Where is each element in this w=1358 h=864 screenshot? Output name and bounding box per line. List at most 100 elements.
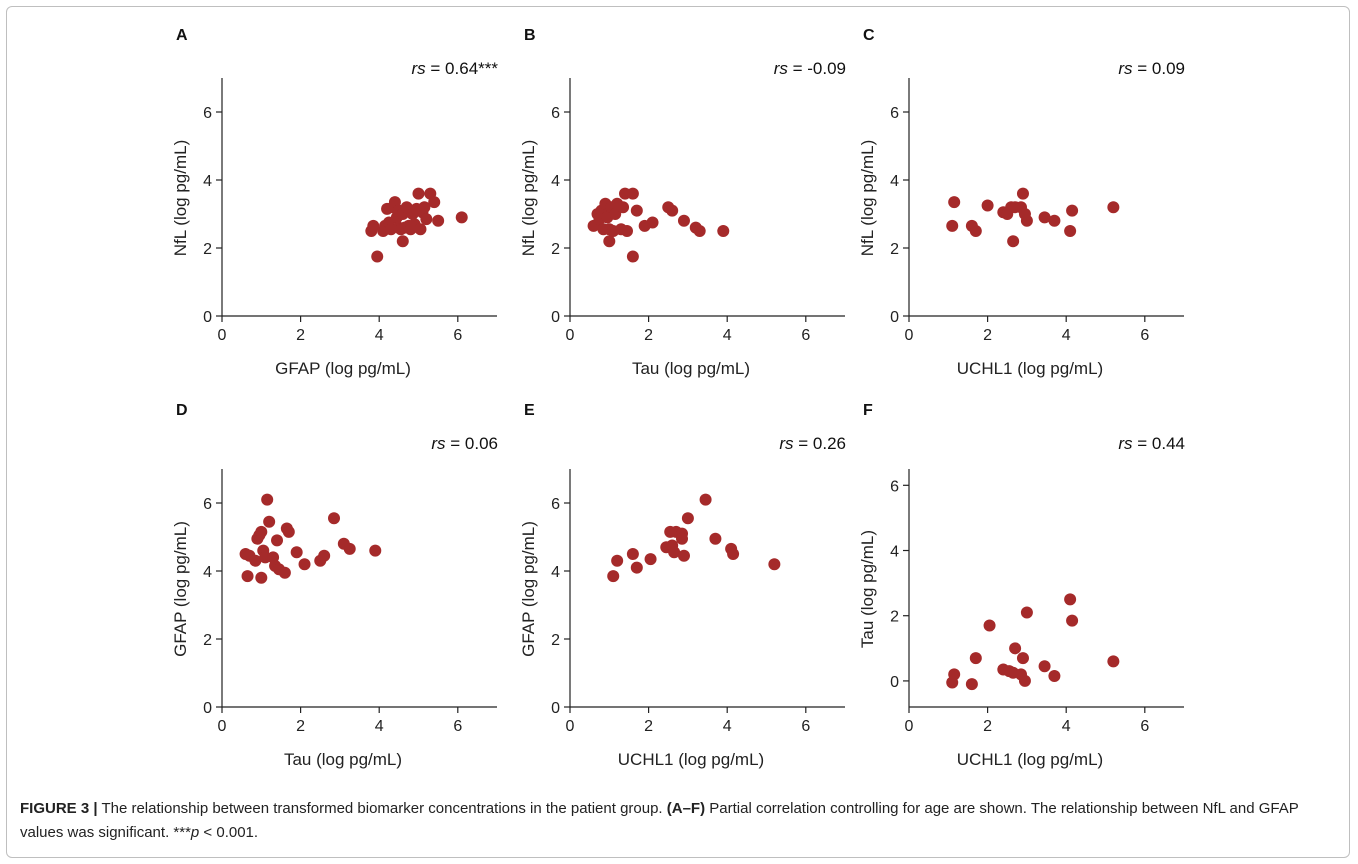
data-point [396,235,409,248]
data-point [249,554,262,567]
data-point [282,525,295,538]
caption-text-2: Partial correlation controlling for age … [20,800,1299,841]
data-point [255,525,268,538]
y-axis-label: NfL (log pg/mL) [858,140,877,257]
caption-text-3: < 0.001. [199,824,259,841]
stat-value: = 0.09 [1133,59,1185,78]
data-point [367,219,380,232]
panel-C: C 0 2 4 6 0 2 4 6 UCHL1 (log pg/mL) NfL (log pg/mL… [858,27,1185,378]
data-point [290,546,303,559]
stat-value: = 0.44 [1133,434,1185,453]
data-point [965,678,978,691]
stat-name: rs [1118,59,1133,78]
data-point [699,493,712,506]
x-tick-label: 0 [218,718,227,735]
correlation-annotation: rs = 0.26 [779,434,846,453]
data-point [1016,652,1029,665]
data-point [630,561,643,574]
data-point [603,235,616,248]
correlation-annotation: rs = -0.09 [774,59,846,78]
panel-letter: E [524,402,535,419]
data-point [1038,211,1051,224]
x-axis-label: UCHL1 (log pg/mL) [957,750,1103,769]
y-tick-label: 6 [203,496,212,513]
y-tick-label: 4 [890,544,899,561]
data-point [646,216,659,229]
y-tick-label: 4 [203,173,212,190]
correlation-annotation: rs = 0.09 [1118,59,1185,78]
panel-F: F 0 2 4 6 0 2 4 6 UCHL1 (log pg/mL) Tau (log pg/mL… [858,402,1185,769]
stat-name: rs [431,434,446,453]
data-point [371,250,384,263]
data-point [255,571,268,584]
y-tick-label: 6 [551,496,560,513]
x-tick-label: 2 [983,327,992,344]
data-point [709,532,722,545]
y-tick-label: 6 [203,105,212,122]
data-point [644,553,657,566]
y-tick-label: 4 [551,564,560,581]
x-axis-label: UCHL1 (log pg/mL) [957,359,1103,378]
y-tick-label: 0 [890,674,899,691]
data-point [1048,670,1061,683]
stat-name: rs [779,434,794,453]
stat-name: rs [774,59,789,78]
correlation-annotation: rs = 0.06 [431,434,498,453]
data-point [969,652,982,665]
data-point [1066,204,1079,217]
x-tick-label: 0 [905,327,914,344]
x-tick-label: 0 [218,327,227,344]
y-tick-label: 4 [890,173,899,190]
stat-value: = 0.06 [446,434,498,453]
data-point [607,570,620,583]
data-point [369,544,382,557]
data-point [681,512,694,525]
data-point [693,225,706,237]
data-point [626,548,639,560]
data-point [983,619,996,632]
y-tick-label: 4 [203,564,212,581]
x-tick-label: 6 [1140,718,1149,735]
data-point [271,534,284,547]
y-tick-label: 0 [890,309,899,326]
data-point [620,225,633,237]
y-tick-label: 2 [890,241,899,258]
y-tick-label: 6 [551,105,560,122]
y-axis-label: GFAP (log pg/mL) [171,521,190,657]
data-point [261,493,274,506]
x-axis-label: GFAP (log pg/mL) [275,359,411,378]
y-axis-label: NfL (log pg/mL) [519,140,538,257]
stat-value: = 0.64*** [426,59,499,78]
data-point [328,512,341,525]
y-tick-label: 2 [551,241,560,258]
stat-name: rs [412,59,427,78]
panel-A: A 0 2 4 6 0 2 4 6 GFAP (log pg/mL) NfL (log pg/mL)… [171,27,498,378]
x-tick-label: 2 [296,327,305,344]
x-tick-label: 2 [644,327,653,344]
x-tick-label: 0 [905,718,914,735]
data-point [768,558,781,571]
y-tick-label: 6 [890,105,899,122]
correlation-annotation: rs = 0.64*** [412,59,499,78]
data-point [1064,593,1077,606]
x-tick-label: 6 [1140,327,1149,344]
x-axis-label: Tau (log pg/mL) [632,359,750,378]
x-tick-label: 6 [453,327,462,344]
panel-E: E 0 2 4 6 0 2 4 6 UCHL1 (log pg/mL) GFAP (log pg/m… [519,402,846,769]
data-point [418,201,431,214]
panel-letter: F [863,402,873,419]
data-point [1020,214,1033,227]
stat-value: = 0.26 [794,434,846,453]
caption-range: (A–F) [666,800,706,817]
data-point [717,225,730,237]
data-point [668,546,681,559]
data-point [948,668,961,681]
y-tick-label: 2 [551,632,560,649]
x-tick-label: 2 [644,718,653,735]
panel-letter: D [176,402,188,419]
panel-letter: B [524,27,536,44]
data-point [617,201,630,214]
data-point [1016,187,1029,200]
data-point [626,250,639,263]
data-point [676,532,689,545]
